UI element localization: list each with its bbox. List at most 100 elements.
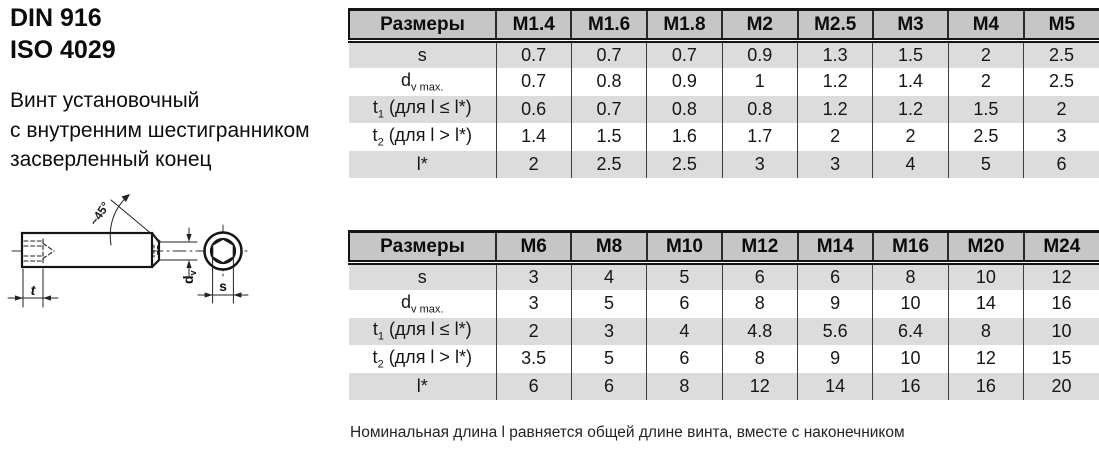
s-dimension-label: s xyxy=(219,278,227,294)
standard-din: DIN 916 xyxy=(10,4,102,32)
table-row: t1 (для l ≤ l*) 2 3 4 4.8 5.6 6.4 8 10 xyxy=(349,317,1099,345)
value-cell: 10 xyxy=(872,290,949,318)
row-label: s xyxy=(349,40,496,68)
value-cell: 10 xyxy=(872,345,949,373)
value-cell: 3 xyxy=(721,150,798,178)
value-cell: 2.5 xyxy=(947,123,1024,151)
value-cell: 3.5 xyxy=(495,345,572,373)
value-cell: 2 xyxy=(947,68,1024,96)
value-cell: 2 xyxy=(872,123,949,151)
column-header: M1.6 xyxy=(570,9,647,43)
value-cell: 0.7 xyxy=(570,40,647,68)
column-header: M1.8 xyxy=(645,9,723,43)
hex-socket-hidden-lines xyxy=(23,238,55,264)
value-cell: 5 xyxy=(570,290,647,318)
hex-socket-outline xyxy=(211,238,235,264)
row-label: t2 (для l > l*) xyxy=(349,123,496,151)
dv-dimension-label: dv xyxy=(180,270,198,284)
value-cell: 9 xyxy=(796,290,873,318)
s-dimension xyxy=(197,257,249,304)
t-dimension-label: t xyxy=(31,282,37,298)
value-cell: 1.4 xyxy=(872,68,949,96)
value-cell: 3 xyxy=(796,150,873,178)
table-row: s 3 4 5 6 6 8 10 12 xyxy=(349,262,1099,290)
value-cell: 3 xyxy=(495,262,572,290)
value-cell: 2.5 xyxy=(570,150,647,178)
value-cell: 14 xyxy=(796,372,873,400)
column-header: M24 xyxy=(1022,231,1099,265)
value-cell: 16 xyxy=(1023,290,1099,318)
column-header: M10 xyxy=(645,231,723,265)
value-cell: 6 xyxy=(646,290,723,318)
table-row: s 0.7 0.7 0.7 0.9 1.3 1.5 2 2.5 xyxy=(349,40,1099,68)
value-cell: 8 xyxy=(947,317,1024,345)
value-cell: 5 xyxy=(947,150,1024,178)
value-cell: 8 xyxy=(721,345,798,373)
table-row: t2 (для l > l*) 3.5 5 6 8 9 10 12 15 xyxy=(349,345,1099,373)
standard-iso: ISO 4029 xyxy=(10,36,116,64)
column-header: M4 xyxy=(947,9,1024,43)
table-small-sizes-wrap: Размеры M1.4 M1.6 M1.8 M2 M2.5 M3 M4 M5 s 0.7 0.7 0.… xyxy=(348,8,1099,178)
column-header: M8 xyxy=(570,231,647,265)
value-cell: 0.6 xyxy=(495,95,572,123)
column-header: M12 xyxy=(721,231,798,265)
value-cell: 8 xyxy=(646,372,723,400)
value-cell: 10 xyxy=(947,262,1024,290)
column-header: M3 xyxy=(871,9,949,43)
value-cell: 12 xyxy=(1023,262,1099,290)
column-header: M14 xyxy=(796,231,873,265)
value-cell: 5 xyxy=(570,345,647,373)
value-cell: 6 xyxy=(495,372,572,400)
value-cell: 16 xyxy=(947,372,1024,400)
value-cell: 3 xyxy=(1023,123,1099,151)
value-cell: 5 xyxy=(646,262,723,290)
value-cell: 1.4 xyxy=(495,123,572,151)
value-cell: 8 xyxy=(721,290,798,318)
value-cell: 1 xyxy=(721,68,798,96)
footnote: Номинальная длина l равняется общей длин… xyxy=(350,424,905,441)
column-header: M20 xyxy=(947,231,1024,265)
value-cell: 2 xyxy=(796,123,873,151)
value-cell: 9 xyxy=(796,345,873,373)
value-cell: 3 xyxy=(570,317,647,345)
value-cell: 14 xyxy=(947,290,1024,318)
value-cell: 6 xyxy=(796,262,873,290)
table-row: l* 6 6 8 12 14 16 16 20 xyxy=(349,372,1099,400)
value-cell: 1.5 xyxy=(947,95,1024,123)
value-cell: 4.8 xyxy=(721,317,798,345)
column-header: M2.5 xyxy=(796,9,873,43)
value-cell: 2.5 xyxy=(1023,68,1099,96)
value-cell: 5.6 xyxy=(796,317,873,345)
spec-table-small-sizes: Размеры M1.4 M1.6 M1.8 M2 M2.5 M3 M4 M5 s 0.7 0.7 0.… xyxy=(348,8,1099,178)
value-cell: 12 xyxy=(721,372,798,400)
product-description: Винт установочный с внутренним шестигран… xyxy=(10,86,310,175)
description-line-1: Винт установочный xyxy=(10,89,200,112)
value-cell: 1.5 xyxy=(570,123,647,151)
column-header: M6 xyxy=(494,231,572,265)
row-label: t2 (для l > l*) xyxy=(349,345,496,373)
value-cell: 16 xyxy=(872,372,949,400)
value-cell: 6.4 xyxy=(872,317,949,345)
value-cell: 2.5 xyxy=(646,150,723,178)
dv-dimension xyxy=(158,227,198,277)
value-cell: 4 xyxy=(570,262,647,290)
value-cell: 2 xyxy=(947,40,1024,68)
row-label: l* xyxy=(349,150,496,178)
value-cell: 0.7 xyxy=(570,95,647,123)
value-cell: 0.9 xyxy=(646,68,723,96)
description-line-2: с внутренним шестигранником xyxy=(10,118,310,142)
table-large-sizes-wrap: Размеры M6 M8 M10 M12 M14 M16 M20 M24 s 3 4 5 6 6 8 10 12… xyxy=(348,230,1099,400)
value-cell: 3 xyxy=(495,290,572,318)
column-header: M16 xyxy=(871,231,949,265)
table-row: l* 2 2.5 2.5 3 3 4 5 6 xyxy=(349,150,1099,178)
description-line-3: засверленный конец xyxy=(10,148,212,171)
value-cell: 4 xyxy=(872,150,949,178)
spec-table-large-sizes: Размеры M6 M8 M10 M12 M14 M16 M20 M24 s 3 4 5 6 6 8 10 12… xyxy=(348,230,1099,400)
value-cell: 2 xyxy=(1023,95,1099,123)
value-cell: 2.5 xyxy=(1023,40,1099,68)
column-header: M5 xyxy=(1022,9,1099,43)
value-cell: 20 xyxy=(1023,372,1099,400)
value-cell: 6 xyxy=(1023,150,1099,178)
value-cell: 12 xyxy=(947,345,1024,373)
